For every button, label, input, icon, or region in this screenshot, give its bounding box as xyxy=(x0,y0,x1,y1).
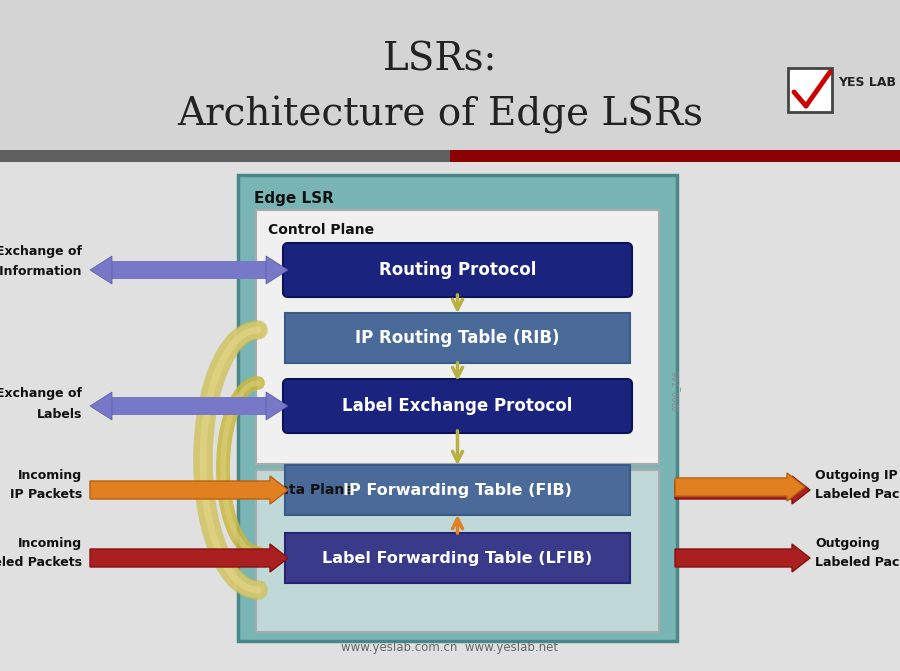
Text: Control Plane: Control Plane xyxy=(268,223,374,237)
FancyBboxPatch shape xyxy=(283,379,632,433)
Text: Label Exchange Protocol: Label Exchange Protocol xyxy=(342,397,572,415)
Text: Outgoing: Outgoing xyxy=(815,537,879,550)
Polygon shape xyxy=(266,392,288,420)
Text: 0200_746: 0200_746 xyxy=(671,369,680,411)
FancyArrow shape xyxy=(90,476,288,504)
FancyBboxPatch shape xyxy=(285,313,630,363)
Bar xyxy=(788,68,832,112)
Text: Data Plane: Data Plane xyxy=(268,483,354,497)
FancyArrow shape xyxy=(675,544,810,572)
Text: Routing Information: Routing Information xyxy=(0,266,82,278)
Text: Labeled Packets: Labeled Packets xyxy=(0,556,82,568)
FancyBboxPatch shape xyxy=(256,470,659,632)
Text: Label Forwarding Table (LFIB): Label Forwarding Table (LFIB) xyxy=(322,550,592,566)
FancyArrow shape xyxy=(675,473,805,501)
FancyArrow shape xyxy=(90,544,288,572)
Text: Incoming: Incoming xyxy=(18,470,82,482)
Text: www.yeslab.com.cn  www.yeslab.net: www.yeslab.com.cn www.yeslab.net xyxy=(341,641,559,654)
Text: Exchange of: Exchange of xyxy=(0,246,82,258)
FancyBboxPatch shape xyxy=(283,243,632,297)
Text: Exchange of: Exchange of xyxy=(0,387,82,401)
Bar xyxy=(110,261,268,279)
Text: Labels: Labels xyxy=(37,407,82,421)
Polygon shape xyxy=(266,256,288,284)
Bar xyxy=(450,150,900,162)
Text: Labeled Packets: Labeled Packets xyxy=(815,556,900,568)
FancyBboxPatch shape xyxy=(256,210,659,464)
Text: Labeled Packets: Labeled Packets xyxy=(815,488,900,501)
Bar xyxy=(0,0,900,150)
Polygon shape xyxy=(90,256,112,284)
Text: YES LAB: YES LAB xyxy=(838,76,896,89)
Bar xyxy=(110,397,268,415)
Bar xyxy=(0,162,900,671)
Text: IP Packets: IP Packets xyxy=(10,488,82,501)
Text: Incoming: Incoming xyxy=(18,537,82,550)
Text: IP Forwarding Table (FIB): IP Forwarding Table (FIB) xyxy=(343,482,572,497)
Text: Routing Protocol: Routing Protocol xyxy=(379,261,536,279)
Text: Outgoing IP and: Outgoing IP and xyxy=(815,470,900,482)
Polygon shape xyxy=(90,392,112,420)
Text: IP Routing Table (RIB): IP Routing Table (RIB) xyxy=(356,329,560,347)
Text: Architecture of Edge LSRs: Architecture of Edge LSRs xyxy=(177,96,703,134)
FancyArrow shape xyxy=(675,476,810,504)
FancyBboxPatch shape xyxy=(238,175,677,641)
FancyBboxPatch shape xyxy=(285,533,630,583)
Text: Edge LSR: Edge LSR xyxy=(254,191,334,207)
Text: LSRs:: LSRs: xyxy=(382,42,497,79)
Bar xyxy=(0,150,900,162)
FancyBboxPatch shape xyxy=(285,465,630,515)
